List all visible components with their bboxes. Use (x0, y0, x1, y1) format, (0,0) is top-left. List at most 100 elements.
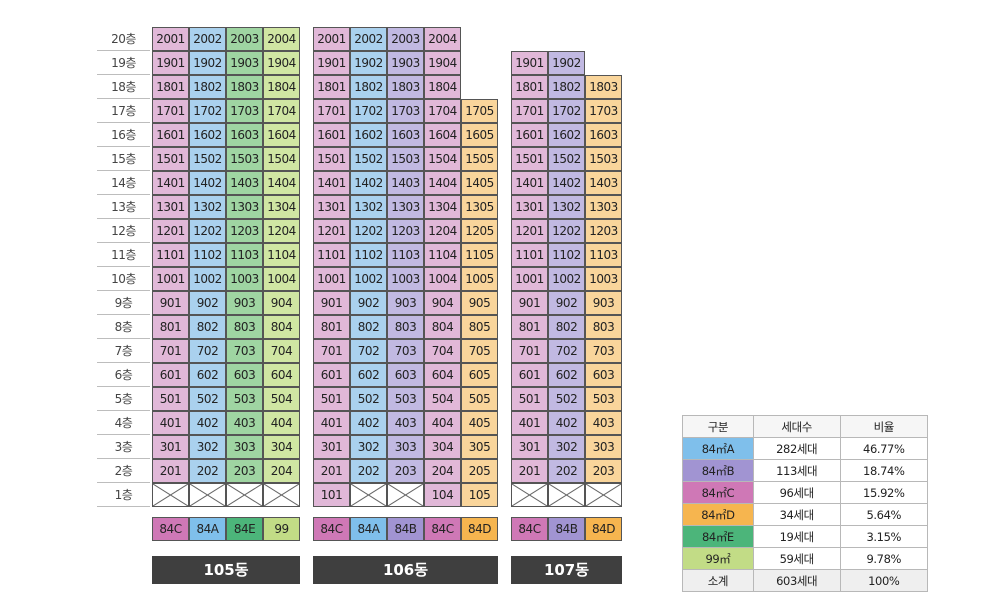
unit-cell: 904 (424, 291, 461, 315)
unit-cell: 505 (461, 387, 498, 411)
unit-type-label: 84B (548, 517, 585, 541)
unit-cell: 1605 (461, 123, 498, 147)
unit-cell: 1602 (548, 123, 585, 147)
unit-cell: 1503 (387, 147, 424, 171)
unit-cell: 1503 (226, 147, 263, 171)
unit-cell: 1301 (313, 195, 350, 219)
unit-cell: 1202 (350, 219, 387, 243)
unit-cell: 704 (263, 339, 300, 363)
unit-cell: 903 (226, 291, 263, 315)
floor-label: 4층 (97, 411, 150, 435)
unit-cell: 402 (350, 411, 387, 435)
unit-cell: 504 (263, 387, 300, 411)
unit-cell: 1901 (313, 51, 350, 75)
unit-cell: 1903 (387, 51, 424, 75)
unit-cell: 1103 (585, 243, 622, 267)
unit-cell: 1802 (548, 75, 585, 99)
unit-cell: 402 (189, 411, 226, 435)
unit-cell: 502 (350, 387, 387, 411)
unit-cell: 201 (511, 459, 548, 483)
building-name-label: 105동 (152, 556, 300, 584)
unit-cell: 1303 (226, 195, 263, 219)
empty-unit-cell (548, 483, 585, 507)
unit-cell: 1401 (152, 171, 189, 195)
summary-header-count: 세대수 (752, 415, 841, 438)
empty-unit-cell (226, 483, 263, 507)
unit-type-label: 84C (424, 517, 461, 541)
unit-cell: 1701 (152, 99, 189, 123)
summary-type-swatch: 99㎡ (682, 547, 754, 570)
unit-cell: 1603 (585, 123, 622, 147)
floor-label: 6층 (97, 363, 150, 387)
unit-cell: 1803 (387, 75, 424, 99)
unit-cell: 1204 (263, 219, 300, 243)
unit-cell: 202 (189, 459, 226, 483)
unit-cell: 303 (387, 435, 424, 459)
unit-cell: 302 (189, 435, 226, 459)
unit-cell: 203 (387, 459, 424, 483)
unit-cell: 503 (387, 387, 424, 411)
unit-cell: 1001 (152, 267, 189, 291)
unit-cell: 1303 (585, 195, 622, 219)
unit-cell: 901 (511, 291, 548, 315)
unit-cell: 1501 (152, 147, 189, 171)
unit-cell: 1104 (263, 243, 300, 267)
unit-cell: 1903 (226, 51, 263, 75)
unit-cell: 704 (424, 339, 461, 363)
unit-cell: 701 (152, 339, 189, 363)
unit-cell: 403 (585, 411, 622, 435)
unit-cell: 1801 (313, 75, 350, 99)
unit-cell: 902 (189, 291, 226, 315)
unit-cell: 1502 (189, 147, 226, 171)
unit-cell: 2004 (263, 27, 300, 51)
unit-cell: 1601 (152, 123, 189, 147)
unit-cell: 901 (152, 291, 189, 315)
unit-cell: 1801 (511, 75, 548, 99)
unit-cell: 304 (263, 435, 300, 459)
unit-cell: 1305 (461, 195, 498, 219)
unit-cell: 803 (226, 315, 263, 339)
empty-unit-cell (585, 483, 622, 507)
unit-type-label: 84C (511, 517, 548, 541)
summary-row: 84㎡A 282세대 46.77% (682, 437, 929, 460)
unit-cell: 1101 (313, 243, 350, 267)
summary-row: 84㎡D 34세대 5.64% (682, 503, 929, 526)
cross-icon (227, 484, 262, 506)
summary-ratio: 9.78% (839, 547, 929, 570)
unit-cell: 1505 (461, 147, 498, 171)
unit-cell: 1904 (424, 51, 461, 75)
unit-cell: 802 (189, 315, 226, 339)
unit-cell: 1603 (387, 123, 424, 147)
unit-cell: 1004 (424, 267, 461, 291)
unit-cell: 705 (461, 339, 498, 363)
unit-cell: 805 (461, 315, 498, 339)
unit-cell: 203 (226, 459, 263, 483)
unit-cell: 1701 (511, 99, 548, 123)
floor-label: 16층 (97, 123, 150, 147)
unit-cell: 1402 (189, 171, 226, 195)
unit-cell: 1401 (313, 171, 350, 195)
unit-cell: 1105 (461, 243, 498, 267)
unit-cell: 1102 (189, 243, 226, 267)
unit-cell: 1301 (511, 195, 548, 219)
empty-unit-cell (263, 483, 300, 507)
unit-cell: 1002 (548, 267, 585, 291)
unit-cell: 1804 (424, 75, 461, 99)
unit-cell: 105 (461, 483, 498, 507)
unit-cell: 1803 (585, 75, 622, 99)
floor-label: 1층 (97, 483, 150, 507)
cross-icon (264, 484, 299, 506)
unit-cell: 405 (461, 411, 498, 435)
summary-type-swatch: 84㎡E (682, 525, 754, 548)
cross-icon (388, 484, 423, 506)
unit-cell: 1601 (313, 123, 350, 147)
unit-cell: 1104 (424, 243, 461, 267)
unit-cell: 1001 (313, 267, 350, 291)
unit-cell: 104 (424, 483, 461, 507)
unit-cell: 1403 (226, 171, 263, 195)
cross-icon (351, 484, 386, 506)
unit-cell: 602 (548, 363, 585, 387)
summary-count: 113세대 (752, 459, 841, 482)
unit-cell: 401 (511, 411, 548, 435)
empty-unit-cell (152, 483, 189, 507)
